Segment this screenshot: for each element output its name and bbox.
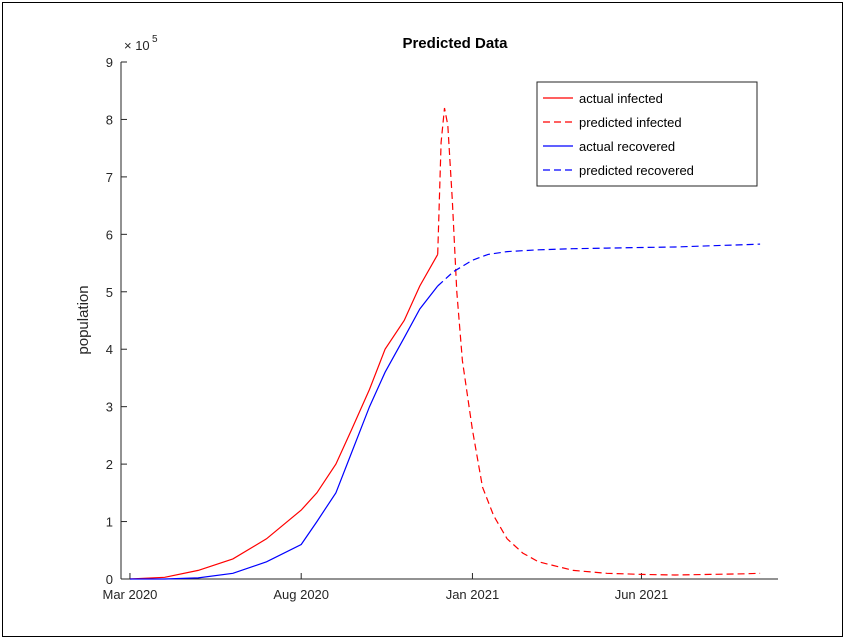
legend-entry-label: actual infected	[579, 91, 663, 106]
y-exponent-label: × 10 5	[124, 34, 158, 53]
x-tick-label: Jun 2021	[615, 587, 669, 602]
x-tick-label: Aug 2020	[273, 587, 329, 602]
legend-entry-label: predicted recovered	[579, 163, 694, 178]
legend-box	[536, 81, 758, 187]
series-line-actual-infected	[129, 254, 439, 580]
legend-entry-label: actual recovered	[579, 139, 675, 154]
y-tick-label: 1	[106, 515, 113, 530]
legend-entry-label: predicted infected	[579, 115, 682, 130]
y-exponent-power: 5	[152, 34, 158, 45]
chart-title: Predicted Data	[402, 35, 508, 52]
series-line-predicted-infected	[437, 107, 761, 576]
y-tick-label: 5	[106, 285, 113, 300]
y-exponent-base: × 10	[124, 38, 150, 53]
y-tick-label: 6	[106, 227, 113, 242]
y-tick-label: 0	[106, 572, 113, 587]
y-axis-label: population	[75, 285, 92, 354]
y-tick-label: 3	[106, 400, 113, 415]
x-tick-label: Mar 2020	[102, 587, 157, 602]
y-tick-label: 8	[106, 112, 113, 127]
y-tick-label: 7	[106, 170, 113, 185]
y-tick-label: 9	[106, 55, 113, 70]
y-tick-label: 2	[106, 457, 113, 472]
series-line-actual-recovered	[130, 285, 439, 580]
plot-area: 0 1 2 3 4 5 6 7 8 9 Mar 2020 Aug 2020 Jan 2021 Jun 20…	[102, 55, 778, 602]
y-tick-label: 4	[106, 342, 113, 357]
legend: actual infected predicted infected actual …	[536, 81, 758, 187]
series-line-predicted-recovered	[437, 243, 761, 287]
x-tick-label: Jan 2021	[446, 587, 500, 602]
